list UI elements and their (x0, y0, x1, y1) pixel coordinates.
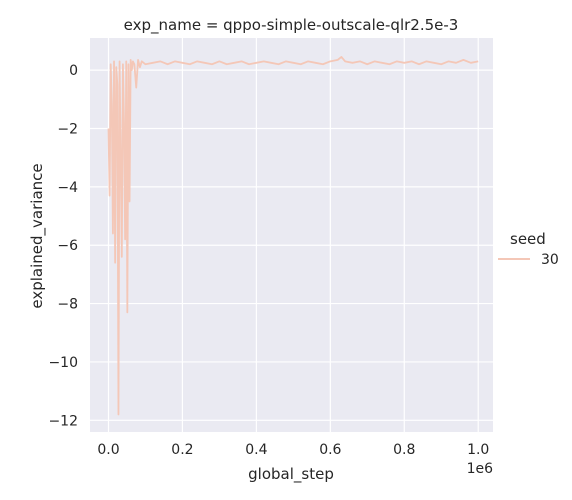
y-tick-label: −8 (57, 297, 78, 313)
x-tick-labels: 0.0 0.2 0.4 0.6 0.8 1.0 (97, 442, 489, 458)
y-tick-label: 0 (69, 63, 78, 79)
legend-title: seed (510, 230, 546, 248)
series-layer (107, 56, 479, 416)
x-tick-label: 0.8 (393, 442, 415, 458)
y-tick-label: −12 (48, 413, 78, 429)
legend: seed 30 (498, 230, 559, 268)
x-tick-label: 0.6 (319, 442, 341, 458)
y-tick-label: −4 (57, 180, 78, 196)
x-tick-label: 0.4 (245, 442, 267, 458)
y-tick-label: −6 (57, 238, 78, 254)
x-tick-label: 0.2 (171, 442, 193, 458)
y-tick-label: −2 (57, 121, 78, 137)
chart-title: exp_name = qppo-simple-outscale-qlr2.5e-… (124, 16, 459, 35)
x-gridlines (107, 38, 479, 432)
x-axis-label: global_step (248, 465, 334, 484)
x-offset-text: 1e6 (467, 461, 494, 477)
y-axis-label: explained_variance (28, 163, 47, 308)
series-line-30 (107, 56, 479, 416)
y-tick-label: −10 (48, 355, 78, 371)
y-tick-labels: 0 −2 −4 −6 −8 −10 −12 (48, 63, 78, 429)
x-tick-label: 0.0 (97, 442, 119, 458)
y-gridlines (90, 69, 493, 421)
legend-entry-30: 30 (541, 252, 559, 268)
x-tick-label: 1.0 (467, 442, 489, 458)
plot-background (90, 38, 493, 432)
